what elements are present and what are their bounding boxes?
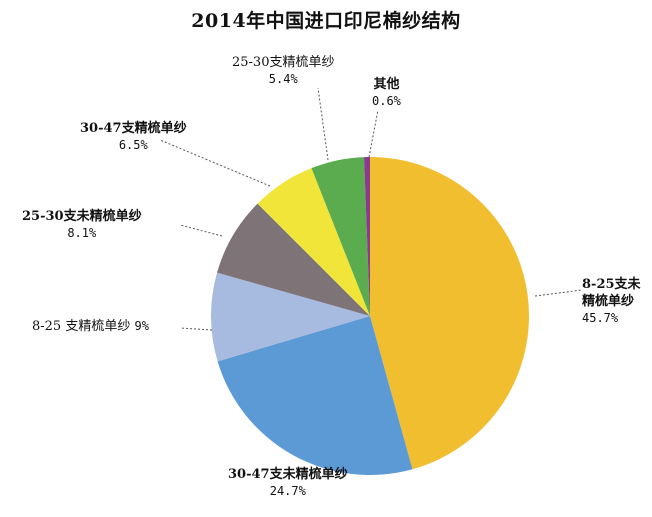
slice-label-0: 8-25支未精梳单纱 45.7% [582, 277, 641, 325]
pie-slice-4 [257, 168, 370, 316]
pie-slice-5 [311, 157, 370, 316]
leader-line-2 [179, 327, 213, 331]
slice-label-3: 25-30支未精梳单纱 8.1% [22, 209, 142, 240]
slice-label-2: 8-25 支精梳单纱 9% [32, 319, 149, 334]
slice-label-4: 30-47支精梳单纱 6.5% [80, 121, 187, 152]
leader-line-0 [534, 289, 583, 297]
pie-slice-2 [210, 272, 370, 362]
pie-slice-6 [364, 157, 370, 316]
leader-line-5 [317, 87, 329, 161]
slice-label-1: 30-47支未精梳单纱 24.7% [228, 467, 348, 498]
pie-slice-1 [217, 316, 413, 475]
chart-title: 2014年中国进口印尼棉纱结构 [191, 10, 461, 32]
pie-slice-0 [370, 157, 529, 470]
slice-label-6: 其他 0.6% [372, 77, 401, 108]
pie-slice-3 [217, 203, 370, 316]
leader-line-6 [368, 109, 379, 158]
leader-line-3 [179, 224, 223, 237]
slice-label-5: 25-30支精梳单纱 5.4% [232, 55, 335, 86]
